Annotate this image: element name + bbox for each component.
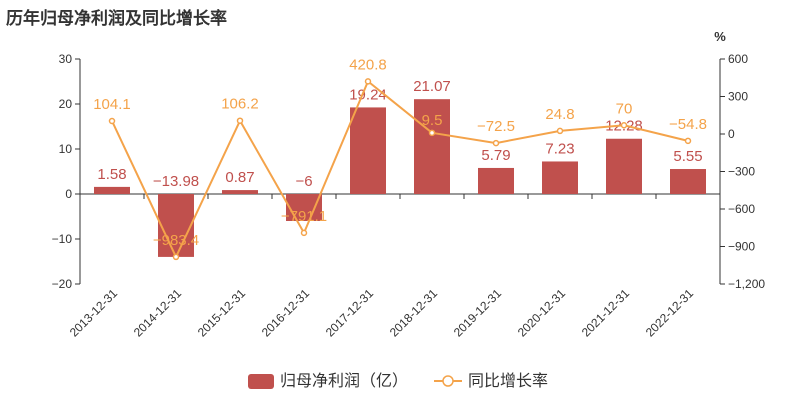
- left-tick-label: −20: [52, 277, 73, 291]
- right-tick-label: 300: [728, 90, 748, 104]
- left-tick-label: −10: [52, 232, 73, 246]
- bar-data-label: 7.23: [545, 140, 574, 157]
- bar-data-label: −13.98: [153, 173, 199, 190]
- bar: [94, 186, 130, 194]
- x-tick-label: 2022-12-31: [643, 286, 697, 340]
- chart-title: 历年归母净利润及同比增长率: [6, 9, 227, 29]
- bar: [606, 138, 642, 194]
- legend-bar-swatch: [248, 374, 274, 389]
- legend-line-marker: [442, 375, 454, 387]
- x-tick-label: 2014-12-31: [131, 286, 185, 340]
- x-tick-label: 2017-12-31: [323, 286, 377, 340]
- bar: [670, 169, 706, 194]
- line-data-label: −983.4: [153, 232, 199, 249]
- x-tick-label: 2019-12-31: [451, 286, 505, 340]
- line-point: [108, 117, 116, 125]
- line-data-label: 104.1: [93, 96, 131, 113]
- right-tick-label: −900: [728, 240, 755, 254]
- legend-line-label: 同比增长率: [468, 371, 548, 390]
- bar-data-label: 1.58: [97, 166, 126, 183]
- x-tick-label: 2016-12-31: [259, 286, 313, 340]
- left-tick-label: 0: [65, 187, 72, 201]
- line-data-label: 24.8: [545, 106, 574, 123]
- right-tick-label: −600: [728, 202, 755, 216]
- x-tick-label: 2020-12-31: [515, 286, 569, 340]
- left-tick-label: 10: [59, 142, 73, 156]
- line-point: [300, 229, 308, 237]
- line-data-label: 70: [616, 100, 633, 117]
- line-data-label: 9.5: [422, 112, 443, 129]
- line-point: [620, 122, 628, 129]
- line-point: [364, 78, 372, 85]
- bar-data-label: −6: [295, 173, 312, 190]
- bar: [414, 99, 450, 194]
- line-point: [428, 129, 436, 137]
- bar: [286, 194, 322, 221]
- bar: [478, 167, 514, 194]
- bar-data-label: 21.07: [413, 78, 451, 95]
- bar-data-label: 5.55: [673, 148, 702, 165]
- right-tick-label: −300: [728, 165, 755, 179]
- bar: [350, 107, 386, 194]
- left-tick-label: 20: [59, 97, 73, 111]
- right-axis-unit: %: [714, 29, 726, 44]
- x-tick-label: 2013-12-31: [67, 286, 121, 340]
- bar-data-label: 19.24: [349, 86, 387, 103]
- line-data-label: 106.2: [221, 96, 259, 113]
- bar-data-label: 0.87: [225, 169, 254, 186]
- line-point: [236, 117, 244, 124]
- right-tick-label: 600: [728, 52, 748, 66]
- bar: [158, 194, 194, 257]
- x-tick-label: 2018-12-31: [387, 286, 441, 340]
- right-tick-label: 0: [728, 127, 735, 141]
- growth-rate-line: [111, 79, 689, 260]
- line-point: [492, 139, 500, 147]
- bar-data-label: 5.79: [481, 147, 510, 164]
- line-data-label: −791.1: [281, 208, 327, 225]
- bar: [222, 190, 258, 194]
- line-data-label: −54.8: [669, 116, 707, 133]
- line-point: [684, 137, 692, 145]
- line-point: [172, 253, 180, 261]
- x-tick-label: 2021-12-31: [579, 286, 633, 340]
- line-point: [556, 127, 564, 135]
- x-tick-label: 2015-12-31: [195, 286, 249, 340]
- left-tick-label: 30: [59, 52, 73, 66]
- bar: [542, 161, 578, 194]
- right-tick-label: −1,200: [728, 277, 765, 291]
- legend-bar-label: 归母净利润（亿）: [280, 371, 408, 390]
- line-data-label: −72.5: [477, 118, 515, 135]
- line-data-label: 420.8: [349, 56, 387, 73]
